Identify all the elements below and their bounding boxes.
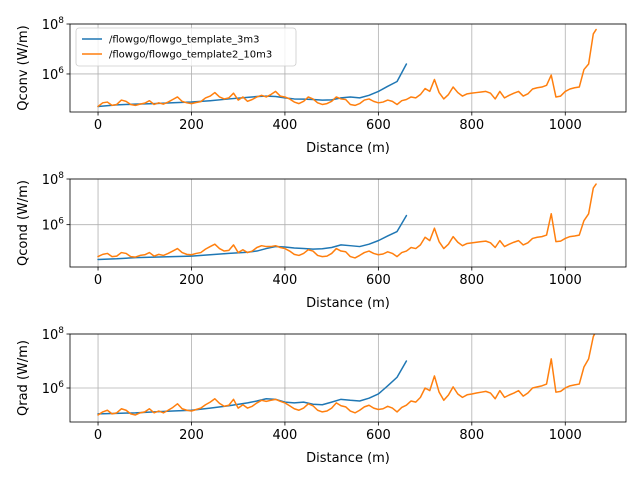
x-tick-label: 800: [459, 118, 484, 133]
y-tick-label: 106: [42, 380, 65, 397]
x-tick-label: 1000: [549, 273, 582, 288]
legend-label-1: /flowgo/flowgo_template2_10m3: [109, 50, 272, 61]
legend-box: [75, 27, 297, 67]
chart-panel-0: 0 200 400 600 800 1000 106 108 Distance (m) Qconv…: [16, 16, 627, 156]
x-tick-label: 1000: [549, 118, 582, 133]
y-tick-label: 108: [42, 326, 65, 343]
x-tick-label: 200: [179, 273, 204, 288]
chart-panel-2: 0 200 400 600 800 1000 106 108 Distance (m) Qrad …: [16, 326, 627, 466]
x-tick-label: 0: [94, 273, 102, 288]
x-tick-label: 400: [273, 428, 298, 443]
x-tick-label: 1000: [549, 428, 582, 443]
x-tick-label: 0: [94, 118, 102, 133]
x-axis-label: Distance (m): [306, 296, 390, 311]
x-tick-label: 200: [179, 428, 204, 443]
plot-frame: [69, 23, 627, 113]
y-tick-label: 106: [42, 217, 65, 234]
x-tick-label: 400: [273, 273, 298, 288]
legend: /flowgo/flowgo_template_3m3/flowgo/flowg…: [75, 27, 297, 67]
x-axis-label: Distance (m): [306, 141, 390, 156]
series-line-1: [97, 334, 596, 416]
series-line-1: [97, 183, 597, 259]
plot-frame: [69, 178, 627, 268]
chart-panel-1: 0 200 400 600 800 1000 106 108 Distance (m) Qcond…: [16, 171, 627, 311]
x-axis-label: Distance (m): [306, 451, 390, 466]
x-tick-label: 800: [459, 273, 484, 288]
x-tick-label: 800: [459, 428, 484, 443]
y-tick-label: 108: [42, 16, 65, 33]
plot-frame: [69, 333, 627, 423]
x-tick-label: 0: [94, 428, 102, 443]
y-axis-label: Qconv (W/m): [16, 25, 31, 110]
series-line-0: [97, 360, 408, 415]
y-tick-label: 106: [42, 66, 65, 83]
x-tick-label: 400: [273, 118, 298, 133]
y-axis-label: Qrad (W/m): [16, 340, 31, 416]
series-line-0: [97, 214, 408, 261]
x-tick-label: 600: [366, 118, 391, 133]
y-axis-label: Qcond (W/m): [16, 180, 31, 266]
x-tick-label: 600: [366, 428, 391, 443]
legend-label-0: /flowgo/flowgo_template_3m3: [109, 35, 259, 46]
y-tick-label: 108: [42, 171, 65, 188]
x-tick-label: 200: [179, 118, 204, 133]
series-line-1: [97, 28, 597, 108]
x-tick-label: 600: [366, 273, 391, 288]
